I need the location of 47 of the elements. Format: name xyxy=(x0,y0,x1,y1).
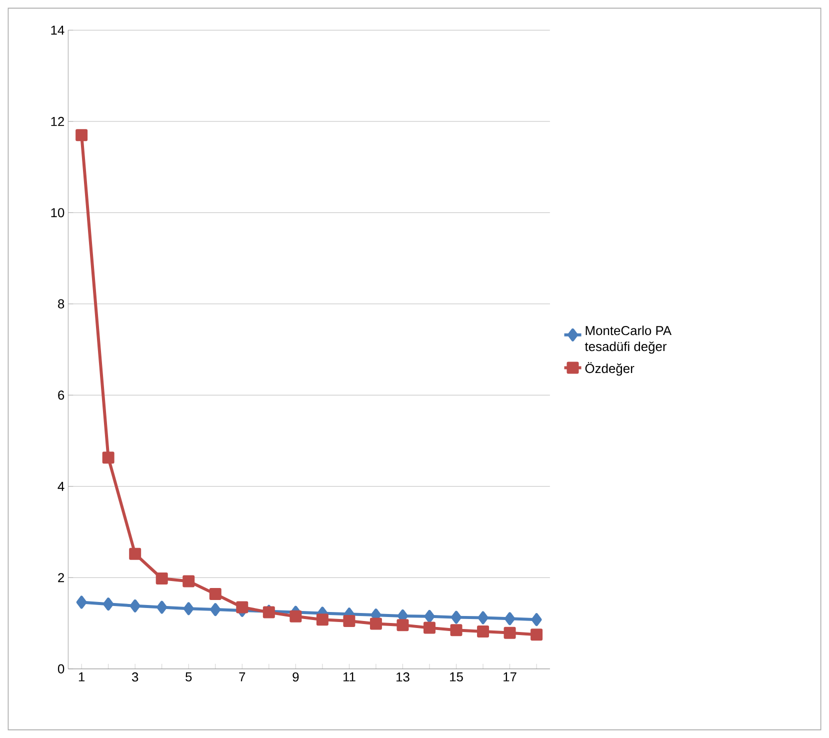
point xyxy=(396,619,409,632)
y-tick-label: 8 xyxy=(58,299,64,308)
point xyxy=(103,598,114,611)
point xyxy=(370,618,382,630)
point xyxy=(236,601,248,614)
point xyxy=(424,610,435,623)
x-tick-label: 1 xyxy=(78,672,85,682)
point xyxy=(102,452,114,464)
point xyxy=(76,129,88,142)
x-tick-label: 3 xyxy=(132,672,138,682)
y-tick-label: 10 xyxy=(51,208,64,218)
point xyxy=(504,626,516,639)
point xyxy=(343,614,356,627)
x-tick-label: 11 xyxy=(343,672,356,682)
point xyxy=(156,572,168,585)
point xyxy=(130,599,140,612)
y-tick-label: 4 xyxy=(58,482,64,491)
point xyxy=(504,612,516,626)
x-tick-label: 9 xyxy=(292,672,299,682)
legend-label: MonteCarlo PA tesadüfi değer xyxy=(584,326,672,354)
point xyxy=(531,613,542,626)
point xyxy=(209,588,222,600)
point xyxy=(316,614,328,626)
y-tick-label: 2 xyxy=(58,573,64,582)
x-tick-label: 17 xyxy=(504,672,516,682)
point xyxy=(76,596,87,609)
point xyxy=(156,600,168,614)
x-tick-label: 13 xyxy=(396,672,410,682)
point xyxy=(451,610,462,624)
point xyxy=(450,624,462,636)
point xyxy=(182,575,195,588)
y-tick-label: 0 xyxy=(58,664,64,674)
point xyxy=(183,602,194,616)
x-tick-label: 7 xyxy=(239,672,246,682)
point xyxy=(478,611,488,624)
point xyxy=(129,548,142,560)
x-tick-label: 5 xyxy=(186,672,192,682)
y-tick-label: 6 xyxy=(58,390,64,400)
x-tick-label: 15 xyxy=(450,672,463,682)
point xyxy=(530,628,543,641)
y-tick-label: 12 xyxy=(51,116,64,126)
point xyxy=(477,625,490,638)
point xyxy=(424,622,436,634)
point xyxy=(210,603,221,616)
y-tick-label: 14 xyxy=(51,26,64,35)
point xyxy=(290,610,302,622)
legend-label: Özdeğer xyxy=(585,362,634,376)
